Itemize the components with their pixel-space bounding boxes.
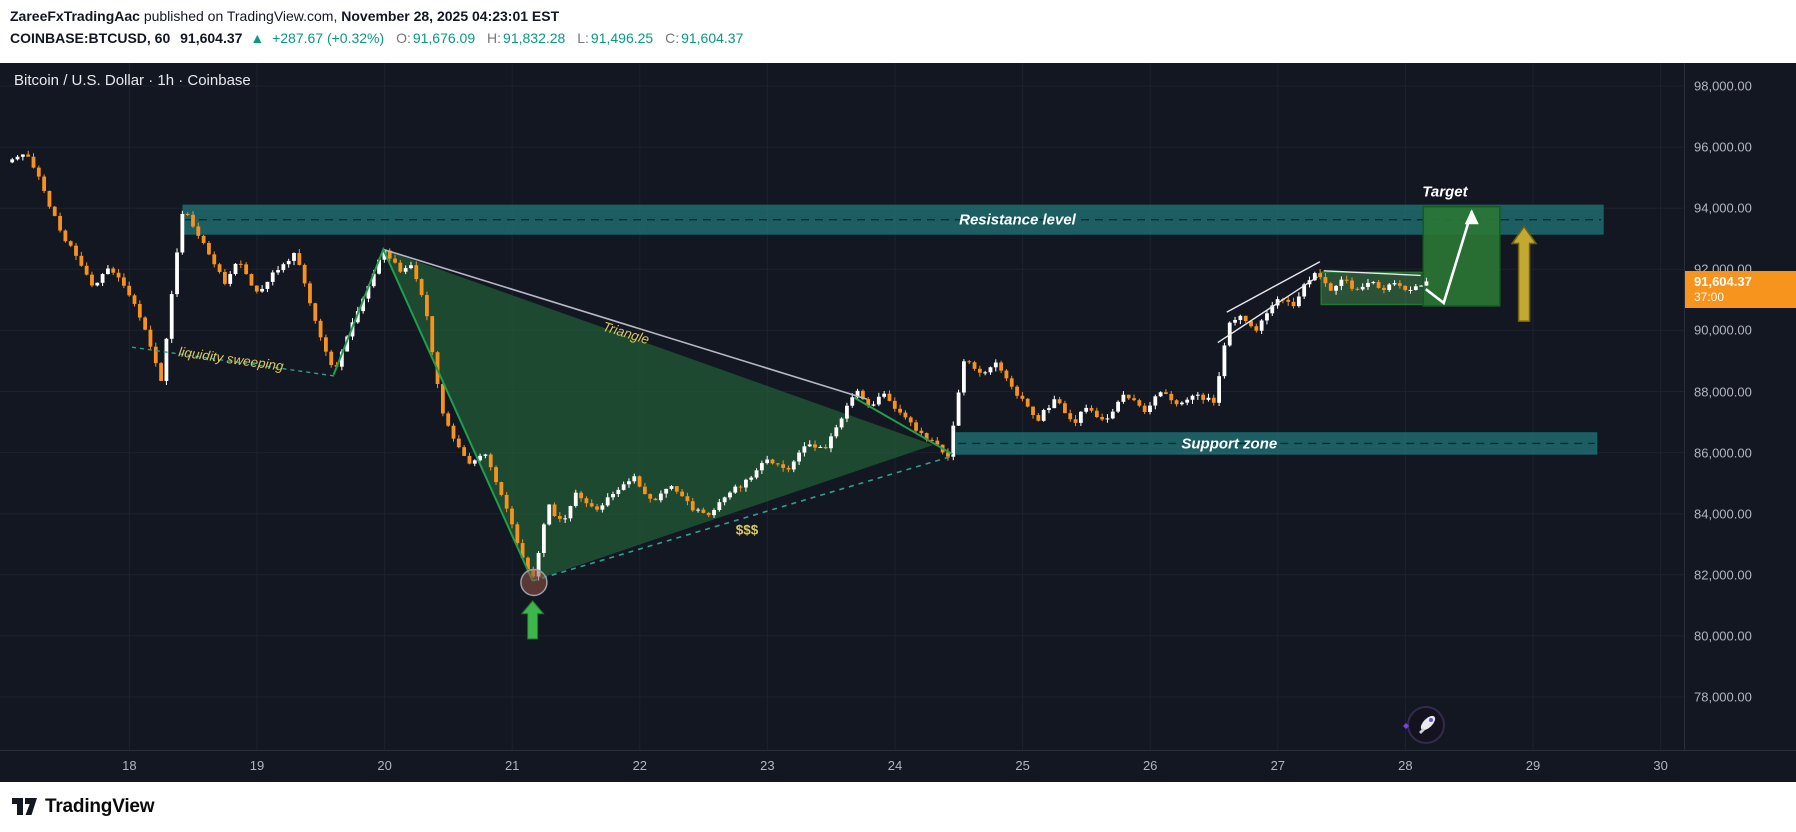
liquidity-sweep-line bbox=[131, 346, 337, 377]
projection-box bbox=[1422, 205, 1501, 307]
publish-header: ZareeFxTradingAac published on TradingVi… bbox=[0, 0, 1796, 63]
time-tick-label: 20 bbox=[377, 758, 392, 773]
time-tick-label: 26 bbox=[1142, 758, 1158, 773]
bar-countdown: 37:00 bbox=[1694, 290, 1725, 305]
white-trend-line bbox=[1217, 276, 1318, 344]
low-marker-circle bbox=[520, 568, 548, 597]
chart-legend-title[interactable]: Bitcoin / U.S. Dollar · 1h · Coinbase bbox=[14, 72, 251, 89]
attribution-text: published on TradingView.com, bbox=[139, 8, 342, 24]
time-tick-label: 24 bbox=[887, 758, 903, 773]
publish-date: November 28, 2025 04:23:01 EST bbox=[341, 8, 560, 24]
time-tick-label: 22 bbox=[632, 758, 648, 773]
time-tick-label: 28 bbox=[1398, 758, 1413, 773]
price-tick-label: 96,000.00 bbox=[1694, 139, 1752, 155]
target-arrow-head-icon bbox=[1464, 209, 1479, 225]
zone-support bbox=[955, 432, 1598, 455]
price-axis[interactable]: 91,604.37 37:00 98,000.00 96,000.00 94,000… bbox=[1684, 63, 1796, 750]
green-up-arrow-icon bbox=[520, 599, 545, 640]
time-axis[interactable]: 18 19 20 21 22 23 24 25 26 27 28 29 30 bbox=[0, 750, 1796, 782]
footer: TradingView bbox=[0, 782, 1796, 832]
triangle-top-line bbox=[383, 248, 868, 400]
chart-area[interactable]: Bitcoin / U.S. Dollar · 1h · Coinbase Re… bbox=[0, 63, 1796, 782]
author-link[interactable]: ZareeFxTradingAac bbox=[10, 8, 140, 24]
open-value: 91,676.09 bbox=[412, 30, 476, 46]
time-tick-label: 23 bbox=[760, 758, 775, 773]
price-tick-label: 86,000.00 bbox=[1694, 445, 1752, 461]
current-price-tag: 91,604.37 37:00 bbox=[1685, 271, 1796, 309]
high-value: 91,832.28 bbox=[503, 30, 566, 46]
tradingview-logo-icon[interactable] bbox=[12, 795, 38, 819]
candlestick-plot[interactable] bbox=[0, 63, 1684, 750]
price-tick-label: 80,000.00 bbox=[1694, 628, 1752, 644]
price-tick-label: 88,000.00 bbox=[1694, 384, 1752, 399]
low-label: L: bbox=[577, 30, 589, 46]
zone-resistance bbox=[182, 204, 1604, 235]
time-tick-label: 21 bbox=[504, 758, 520, 773]
attribution-line: ZareeFxTradingAac published on TradingVi… bbox=[10, 7, 1784, 25]
price-tick-label: 84,000.00 bbox=[1694, 506, 1752, 522]
price-tick-label: 94,000.00 bbox=[1694, 200, 1752, 216]
change-arrow-icon: ▲ bbox=[250, 30, 265, 46]
tradingview-watermark-icon bbox=[1403, 706, 1445, 744]
target-arrow-line bbox=[1425, 210, 1474, 306]
open-label: O: bbox=[396, 30, 411, 46]
time-tick-label: 18 bbox=[122, 758, 137, 773]
last-price: 91,604.37 bbox=[180, 30, 243, 46]
time-tick-label: 19 bbox=[249, 758, 265, 773]
symbol-info-line: COINBASE:BTCUSD, 60 91,604.37 ▲ +287.67 … bbox=[10, 29, 1784, 47]
grid bbox=[0, 63, 1684, 750]
price-change: +287.67 (+0.32%) bbox=[272, 30, 385, 46]
time-tick-label: 30 bbox=[1653, 758, 1668, 773]
yellow-up-arrow-icon bbox=[1510, 225, 1538, 322]
price-tick-label: 90,000.00 bbox=[1694, 322, 1752, 338]
green-trend-line bbox=[853, 396, 953, 455]
triangle-bottom-line bbox=[532, 454, 954, 582]
white-trend-line bbox=[1323, 270, 1421, 277]
price-tick-label: 82,000.00 bbox=[1694, 567, 1752, 583]
close-value: 91,604.37 bbox=[681, 30, 744, 46]
current-price-value: 91,604.37 bbox=[1694, 274, 1752, 290]
chart-plot[interactable] bbox=[0, 63, 1684, 750]
low-value: 91,496.25 bbox=[590, 30, 654, 46]
price-tick-label: 98,000.00 bbox=[1694, 78, 1752, 94]
triangle-pattern-fill bbox=[383, 249, 934, 581]
time-tick-label: 29 bbox=[1525, 758, 1541, 773]
time-tick-label: 25 bbox=[1015, 758, 1030, 773]
time-tick-label: 27 bbox=[1270, 758, 1286, 773]
symbol-name[interactable]: COINBASE:BTCUSD, 60 bbox=[10, 30, 171, 46]
brand-name[interactable]: TradingView bbox=[45, 796, 155, 817]
close-label: C: bbox=[665, 30, 680, 46]
high-label: H: bbox=[487, 30, 502, 46]
white-trend-line bbox=[1226, 261, 1321, 313]
green-trend-line bbox=[332, 246, 534, 582]
price-tick-label: 78,000.00 bbox=[1694, 689, 1752, 705]
